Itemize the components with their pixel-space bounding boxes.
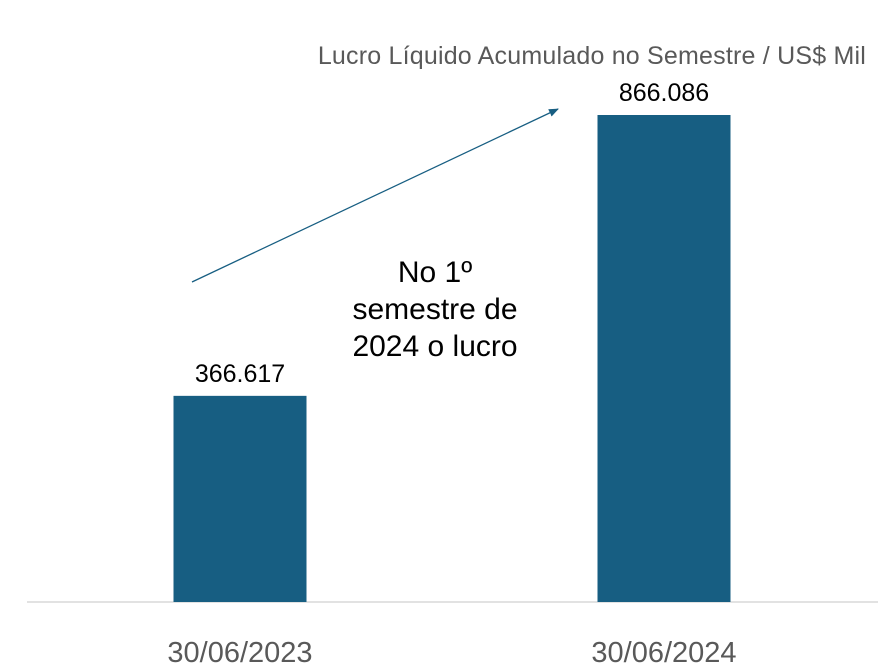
annotation-text: No 1º semestre de 2024 o lucro xyxy=(352,256,518,363)
value-label-2: 866.086 xyxy=(619,79,709,107)
x-tick-label-1: 30/06/2023 xyxy=(167,637,312,664)
trend-arrow xyxy=(191,108,559,283)
bar-1 xyxy=(173,395,307,602)
value-label-1: 366.617 xyxy=(195,360,285,388)
chart-title: Lucro Líquido Acumulado no Semestre / US… xyxy=(317,42,866,70)
bar-2 xyxy=(597,115,731,602)
x-tick-label-2: 30/06/2024 xyxy=(591,637,736,664)
